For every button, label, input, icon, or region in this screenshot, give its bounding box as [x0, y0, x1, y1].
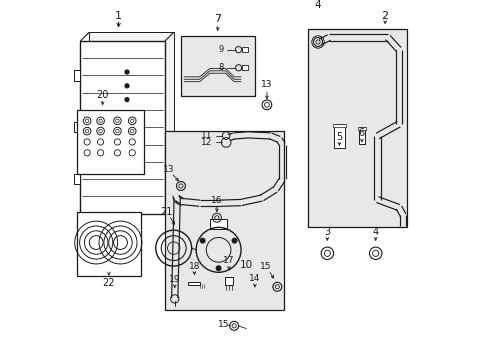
Bar [242, 47, 248, 52]
Bar [224, 278, 233, 285]
Text: 22: 22 [102, 278, 115, 288]
Bar [74, 122, 81, 132]
Bar [81, 41, 165, 213]
Text: 19: 19 [169, 275, 180, 284]
Circle shape [232, 238, 237, 243]
Circle shape [125, 98, 129, 102]
Text: 13: 13 [261, 80, 272, 89]
Bar [334, 125, 344, 148]
Text: 15: 15 [218, 320, 229, 329]
Text: 4: 4 [372, 227, 378, 237]
Bar [74, 70, 81, 81]
Bar [165, 131, 284, 310]
Text: 4: 4 [314, 0, 321, 10]
Text: 21: 21 [160, 207, 172, 217]
Bar [242, 66, 248, 70]
Text: 9: 9 [218, 45, 224, 54]
Text: 5: 5 [336, 132, 342, 142]
Circle shape [216, 266, 221, 271]
Circle shape [200, 238, 204, 243]
Bar [89, 32, 173, 205]
Text: 7: 7 [214, 14, 221, 24]
Text: 16: 16 [211, 196, 222, 205]
Bar [209, 219, 227, 229]
Bar [308, 29, 406, 228]
Bar [332, 124, 346, 127]
Text: 8: 8 [218, 63, 224, 72]
Text: 1: 1 [115, 11, 122, 21]
Text: 14: 14 [249, 274, 260, 283]
Text: 15: 15 [259, 262, 270, 271]
Bar [357, 127, 366, 130]
Text: 11: 11 [201, 131, 212, 140]
Bar [180, 36, 254, 96]
Bar [77, 212, 141, 276]
Text: 17: 17 [223, 256, 234, 265]
Bar [188, 282, 200, 285]
Bar [358, 127, 364, 144]
Circle shape [125, 70, 129, 74]
Bar [77, 110, 144, 174]
Text: 12: 12 [201, 138, 212, 147]
Text: 2: 2 [381, 11, 388, 21]
Text: 13: 13 [163, 165, 174, 174]
Text: 10: 10 [239, 260, 252, 270]
Text: 18: 18 [188, 262, 200, 271]
Text: 3: 3 [324, 227, 330, 237]
Bar [165, 150, 171, 157]
Text: 6: 6 [358, 129, 364, 138]
Bar [74, 174, 81, 184]
Circle shape [125, 84, 129, 88]
Text: 20: 20 [96, 90, 109, 100]
